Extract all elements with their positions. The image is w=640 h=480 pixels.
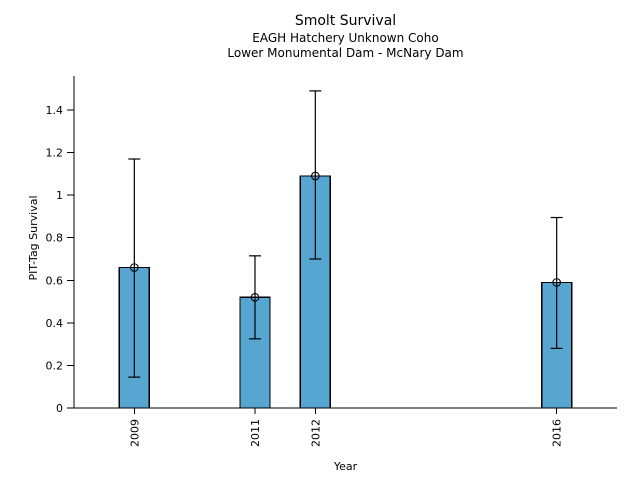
point-marker-2009 — [129, 263, 139, 272]
x-tick-label-2012: 2012 — [309, 419, 322, 447]
x-axis-label: Year — [333, 460, 358, 473]
title-block: Smolt Survival EAGH Hatchery Unknown Coh… — [74, 12, 617, 60]
point-marker-2016 — [552, 278, 562, 287]
y-tick-label-0.4: 0.4 — [46, 317, 64, 330]
point-marker-2012 — [310, 171, 320, 181]
y-tick-label-0.8: 0.8 — [46, 232, 64, 245]
x-tick-label-2016: 2016 — [551, 419, 564, 447]
chart-title: Smolt Survival — [294, 13, 397, 29]
y-tick-label-0: 0 — [56, 402, 63, 415]
y-tick-label-1.2: 1.2 — [46, 147, 64, 160]
y-tick-label-1.4: 1.4 — [46, 104, 64, 117]
point-marker-2011 — [250, 292, 260, 302]
x-tick-label-2009: 2009 — [128, 419, 141, 447]
y-tick-label-1: 1 — [56, 189, 63, 202]
x-tick-label-2011: 2011 — [249, 419, 262, 447]
chart-subtitle-line1: EAGH Hatchery Unknown Coho — [252, 31, 439, 45]
y-tick-label-0.2: 0.2 — [46, 359, 64, 372]
y-axis-label: PIT-Tag Survival — [27, 195, 40, 280]
y-tick-label-0.6: 0.6 — [46, 274, 64, 287]
chart-subtitle-line2: Lower Monumental Dam - McNary Dam — [227, 45, 464, 60]
